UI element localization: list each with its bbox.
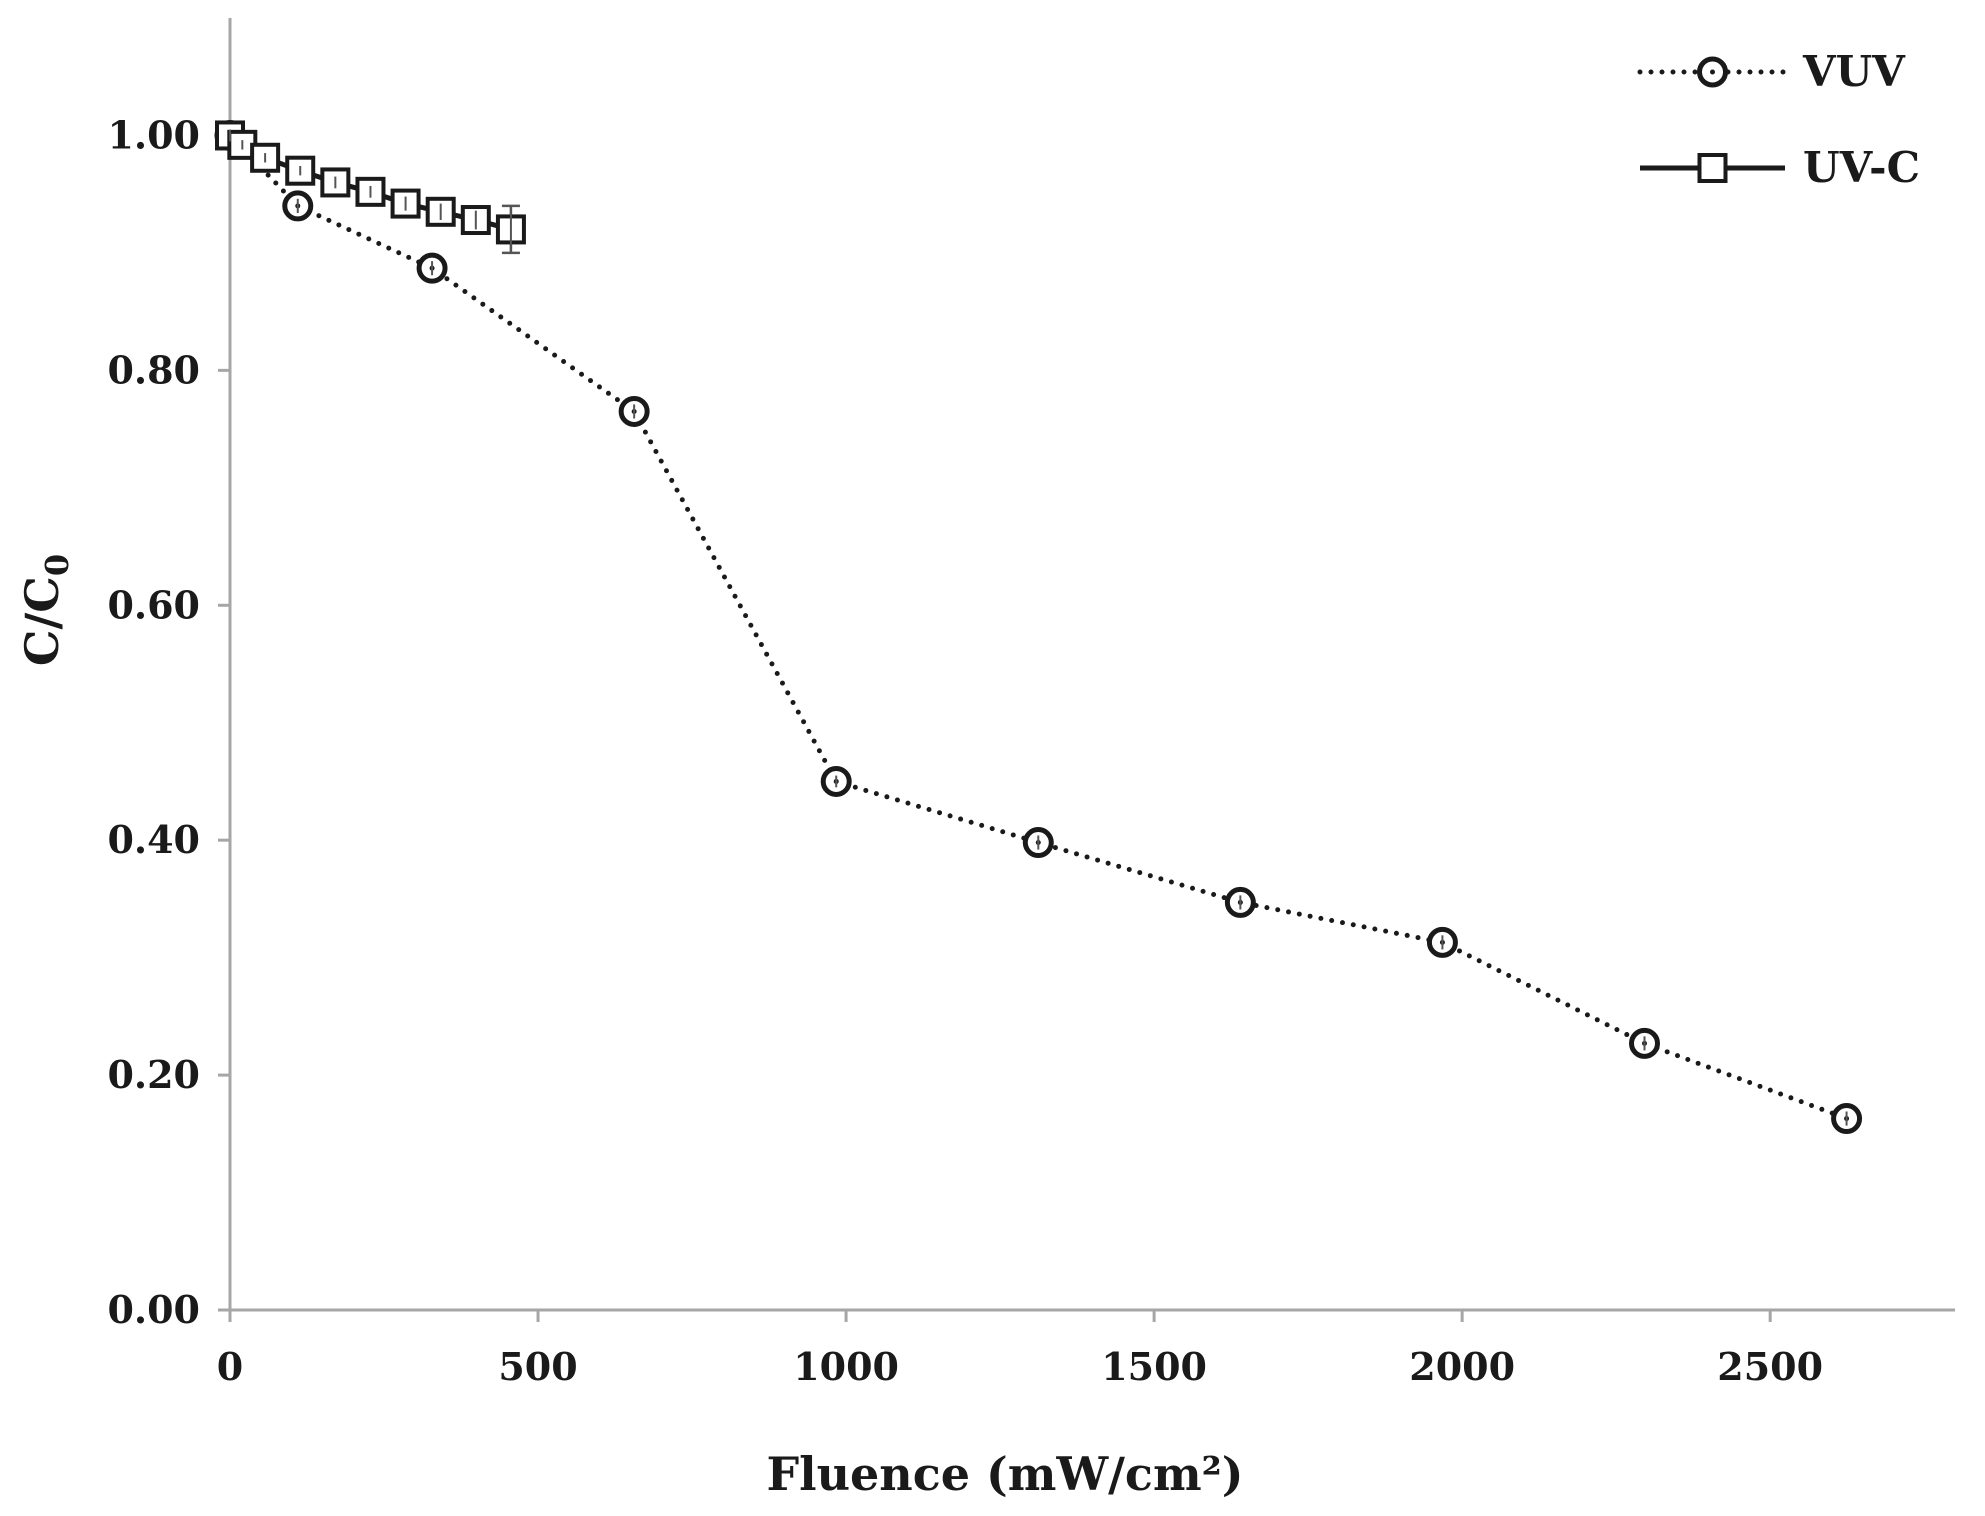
- y-tick-label: 0.40: [107, 817, 200, 862]
- x-tick-label: 0: [217, 1344, 243, 1389]
- axes: 0 500 1000 1500 2000 2500 0.00 0.20 0.40 0.60 0.80…: [107, 18, 1955, 1389]
- series-markers: [214, 119, 1863, 1135]
- x-tick-label: 2000: [1409, 1344, 1515, 1389]
- error-bars: [221, 128, 1856, 1127]
- x-tick-label: 1500: [1101, 1344, 1207, 1389]
- legend-label-vuv: VUV: [1802, 47, 1906, 96]
- legend-marker-vuv-dot: [1710, 69, 1715, 75]
- y-tick-label: 0.00: [107, 1287, 200, 1332]
- y-tick-label: 1.00: [107, 112, 200, 157]
- legend: VUV UV-C: [1637, 47, 1920, 192]
- x-tick-label: 2500: [1717, 1344, 1823, 1389]
- x-tick-label: 1000: [793, 1344, 899, 1389]
- x-tick-label: 500: [498, 1344, 577, 1389]
- x-axis-title: Fluence (mW/cm²): [766, 1447, 1243, 1501]
- series-lines: [227, 133, 1850, 1121]
- y-axis-title: C/C0: [15, 554, 76, 666]
- y-tick-label: 0.60: [107, 582, 200, 627]
- series-line-vuv: [227, 133, 1850, 1121]
- y-tick-label: 0.20: [107, 1052, 200, 1097]
- legend-marker-uv-c: [1697, 153, 1728, 183]
- y-axis-title-group: C/C0: [15, 554, 76, 666]
- legend-label-uv-c: UV-C: [1803, 143, 1920, 192]
- point-uv-c: [390, 188, 421, 219]
- y-tick-label: 0.80: [107, 347, 200, 392]
